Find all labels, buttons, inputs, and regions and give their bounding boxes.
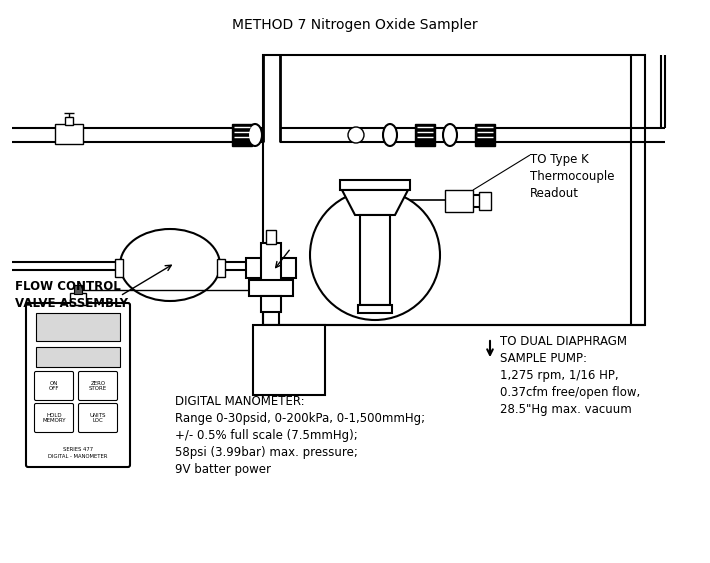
Bar	[266, 230, 276, 244]
Bar	[36, 313, 120, 341]
Bar	[415, 124, 435, 146]
Text: SERIES 477
DIGITAL - MANOMETER: SERIES 477 DIGITAL - MANOMETER	[48, 448, 108, 459]
Bar	[55, 124, 83, 144]
Ellipse shape	[248, 124, 262, 146]
Bar	[445, 190, 473, 212]
Bar	[475, 124, 495, 146]
Ellipse shape	[120, 229, 220, 301]
Bar	[360, 215, 390, 305]
Bar	[74, 285, 82, 294]
Bar	[340, 180, 410, 190]
Bar	[36, 347, 120, 367]
Text: ON
OFF: ON OFF	[49, 381, 59, 391]
FancyBboxPatch shape	[26, 303, 130, 467]
FancyBboxPatch shape	[35, 372, 74, 400]
Bar	[358, 305, 392, 313]
Bar	[246, 258, 296, 278]
Ellipse shape	[383, 124, 397, 146]
Text: UNITS
LOC: UNITS LOC	[89, 413, 106, 423]
Bar	[217, 259, 225, 277]
Polygon shape	[342, 190, 408, 215]
Bar	[65, 117, 73, 125]
FancyBboxPatch shape	[79, 404, 117, 432]
Text: TO DUAL DIAPHRAGM
SAMPLE PUMP:
1,275 rpm, 1/16 HP,
0.37cfm free/open flow,
28.5": TO DUAL DIAPHRAGM SAMPLE PUMP: 1,275 rpm…	[500, 335, 640, 416]
Text: TO Type K
Thermocouple
Readout: TO Type K Thermocouple Readout	[530, 153, 614, 200]
Circle shape	[310, 190, 440, 320]
Text: METHOD 7 Nitrogen Oxide Sampler: METHOD 7 Nitrogen Oxide Sampler	[232, 18, 478, 32]
Bar	[232, 124, 252, 146]
Bar	[115, 259, 123, 277]
FancyBboxPatch shape	[35, 404, 74, 432]
Bar	[70, 293, 86, 305]
Bar	[261, 296, 281, 312]
Bar	[249, 280, 293, 296]
Text: ZERO
STORE: ZERO STORE	[89, 381, 107, 391]
FancyBboxPatch shape	[79, 372, 117, 400]
Bar	[253, 325, 325, 395]
Bar	[261, 243, 281, 293]
Circle shape	[348, 127, 364, 143]
Ellipse shape	[443, 124, 457, 146]
Text: DIGITAL MANOMETER:
Range 0-30psid, 0-200kPa, 0-1,500mmHg;
+/- 0.5% full scale (7: DIGITAL MANOMETER: Range 0-30psid, 0-200…	[175, 395, 425, 476]
Text: FLOW CONTROL
VALVE ASSEMBLY: FLOW CONTROL VALVE ASSEMBLY	[15, 280, 128, 310]
Bar	[263, 55, 645, 325]
Bar	[479, 192, 491, 210]
Text: HOLD
MEMORY: HOLD MEMORY	[43, 413, 66, 423]
